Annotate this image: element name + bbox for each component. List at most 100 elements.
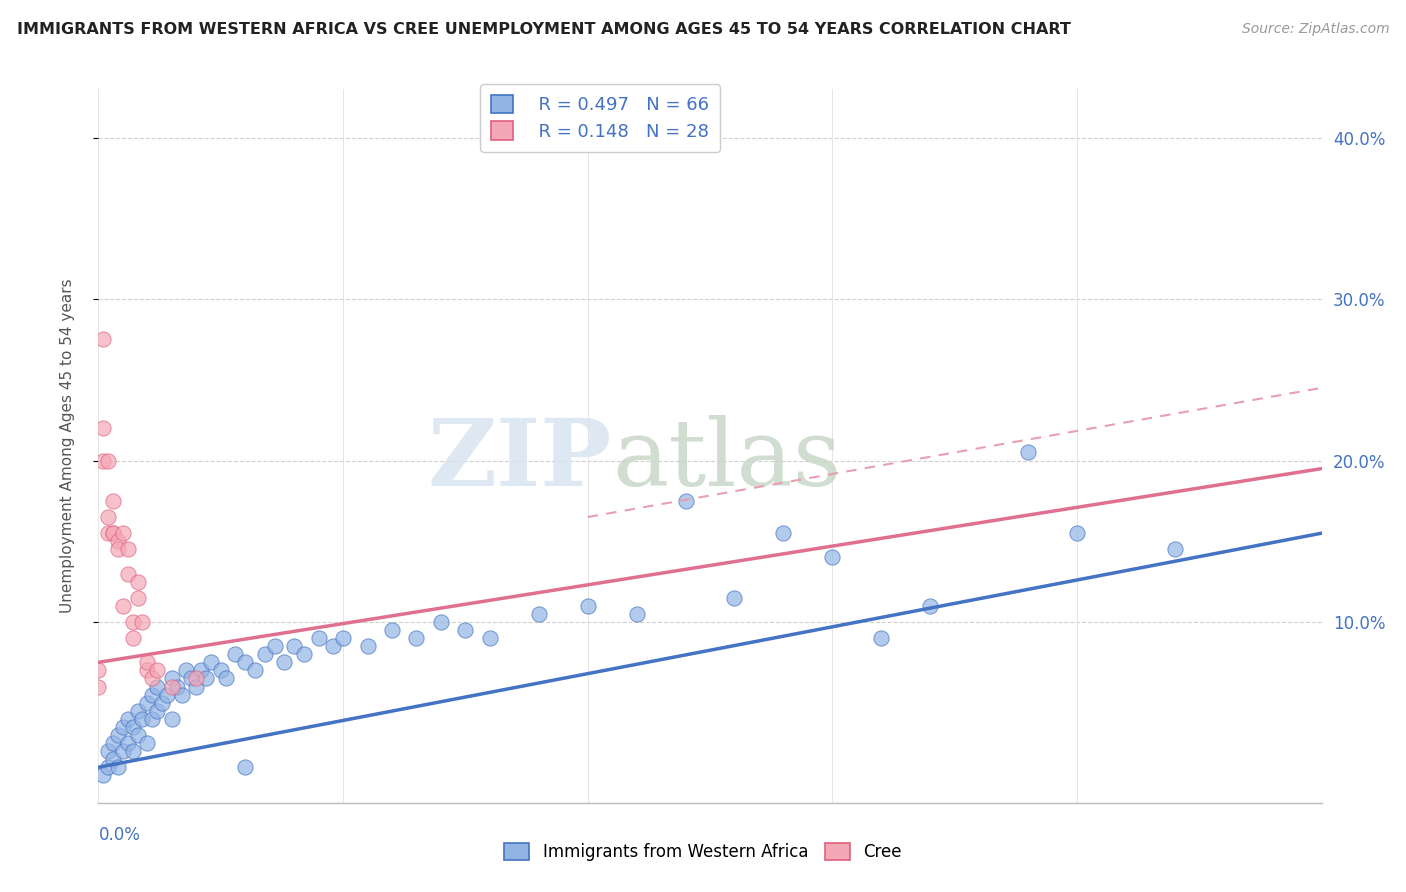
- Point: [121, 631, 143, 645]
- Point: [131, 712, 153, 726]
- Text: IMMIGRANTS FROM WESTERN AFRICA VS CREE UNEMPLOYMENT AMONG AGES 45 TO 54 YEARS CO: IMMIGRANTS FROM WESTERN AFRICA VS CREE U…: [17, 22, 1071, 37]
- Point: [91, 453, 114, 467]
- Point: [127, 728, 149, 742]
- Point: [117, 712, 139, 726]
- Point: [91, 768, 114, 782]
- Point: [160, 672, 183, 686]
- Legend: Immigrants from Western Africa, Cree: Immigrants from Western Africa, Cree: [498, 836, 908, 868]
- Point: [107, 728, 129, 742]
- Point: [87, 664, 110, 678]
- Point: [186, 672, 208, 686]
- Point: [626, 607, 648, 621]
- Point: [405, 631, 427, 645]
- Point: [292, 647, 315, 661]
- Point: [91, 421, 114, 435]
- Point: [141, 688, 163, 702]
- Point: [111, 526, 134, 541]
- Point: [675, 494, 697, 508]
- Point: [920, 599, 942, 613]
- Point: [322, 639, 344, 653]
- Point: [160, 712, 183, 726]
- Point: [263, 639, 285, 653]
- Point: [454, 623, 477, 637]
- Point: [209, 664, 232, 678]
- Point: [136, 656, 159, 670]
- Point: [156, 688, 179, 702]
- Point: [273, 656, 295, 670]
- Point: [117, 542, 139, 557]
- Point: [121, 720, 143, 734]
- Point: [1066, 526, 1088, 541]
- Point: [308, 631, 330, 645]
- Point: [723, 591, 745, 605]
- Point: [97, 744, 120, 758]
- Point: [772, 526, 794, 541]
- Point: [127, 704, 149, 718]
- Point: [117, 566, 139, 581]
- Point: [101, 494, 124, 508]
- Point: [186, 680, 208, 694]
- Point: [195, 672, 218, 686]
- Point: [224, 647, 246, 661]
- Point: [146, 704, 169, 718]
- Text: atlas: atlas: [612, 416, 841, 505]
- Point: [283, 639, 305, 653]
- Point: [243, 664, 266, 678]
- Point: [121, 615, 143, 629]
- Legend:   R = 0.497   N = 66,   R = 0.148   N = 28: R = 0.497 N = 66, R = 0.148 N = 28: [479, 84, 720, 152]
- Point: [101, 526, 124, 541]
- Text: Source: ZipAtlas.com: Source: ZipAtlas.com: [1241, 22, 1389, 37]
- Point: [170, 688, 193, 702]
- Point: [111, 599, 134, 613]
- Y-axis label: Unemployment Among Ages 45 to 54 years: Unemployment Among Ages 45 to 54 years: [60, 278, 75, 614]
- Point: [821, 550, 844, 565]
- Point: [200, 656, 222, 670]
- Point: [131, 615, 153, 629]
- Point: [576, 599, 599, 613]
- Point: [127, 574, 149, 589]
- Point: [478, 631, 501, 645]
- Point: [332, 631, 354, 645]
- Point: [101, 526, 124, 541]
- Point: [97, 760, 120, 774]
- Text: ZIP: ZIP: [427, 416, 612, 505]
- Point: [117, 736, 139, 750]
- Point: [253, 647, 276, 661]
- Point: [190, 664, 212, 678]
- Point: [214, 672, 236, 686]
- Point: [101, 752, 124, 766]
- Point: [233, 656, 256, 670]
- Point: [180, 672, 202, 686]
- Point: [111, 720, 134, 734]
- Point: [356, 639, 378, 653]
- Point: [97, 510, 120, 524]
- Point: [430, 615, 453, 629]
- Point: [107, 542, 129, 557]
- Point: [101, 736, 124, 750]
- Point: [107, 760, 129, 774]
- Point: [146, 680, 169, 694]
- Point: [146, 664, 169, 678]
- Point: [91, 333, 114, 347]
- Point: [107, 534, 129, 549]
- Point: [166, 680, 188, 694]
- Point: [176, 664, 198, 678]
- Point: [136, 664, 159, 678]
- Point: [141, 712, 163, 726]
- Point: [381, 623, 404, 637]
- Point: [127, 591, 149, 605]
- Point: [97, 526, 120, 541]
- Point: [150, 696, 173, 710]
- Point: [233, 760, 256, 774]
- Text: 0.0%: 0.0%: [98, 826, 141, 845]
- Point: [527, 607, 550, 621]
- Point: [160, 680, 183, 694]
- Point: [870, 631, 893, 645]
- Point: [97, 453, 120, 467]
- Point: [1017, 445, 1039, 459]
- Point: [141, 672, 163, 686]
- Point: [136, 696, 159, 710]
- Point: [136, 736, 159, 750]
- Point: [1164, 542, 1187, 557]
- Point: [111, 744, 134, 758]
